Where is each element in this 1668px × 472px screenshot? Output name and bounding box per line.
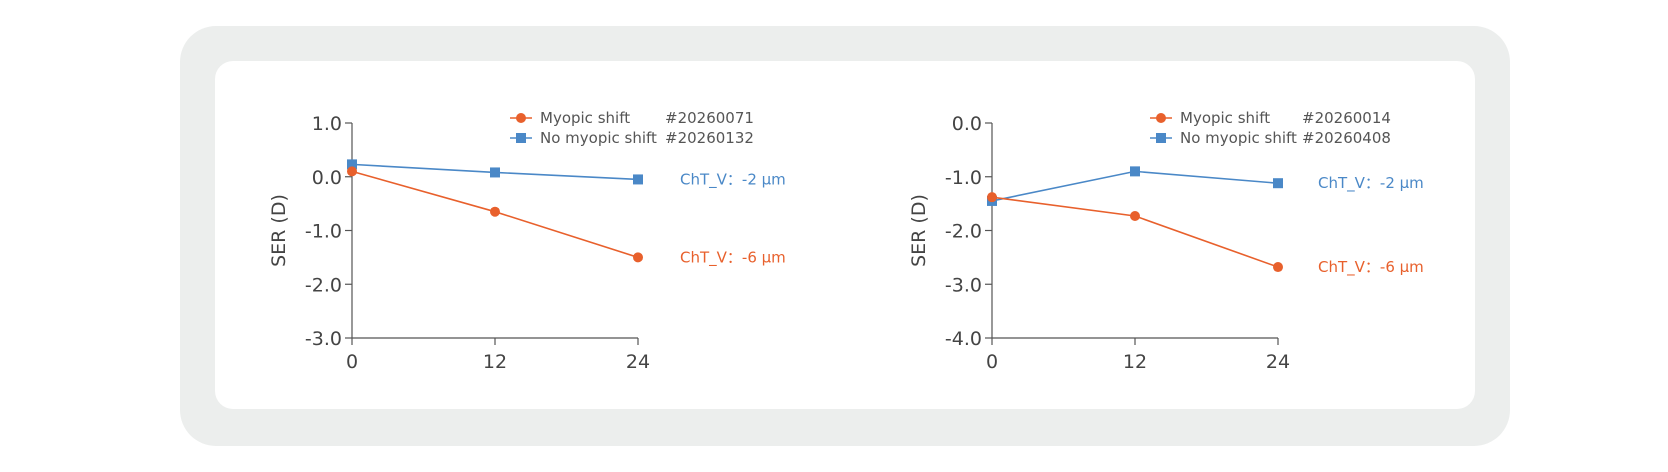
legend-label: Myopic shift [1180,109,1270,127]
legend-label: Myopic shift [540,109,630,127]
y-tick-label: -3.0 [305,328,342,350]
data-point [633,252,643,263]
y-tick-label: -2.0 [945,221,982,243]
y-tick-label: -2.0 [305,274,342,296]
data-point [633,174,643,185]
x-tick-label: 12 [483,351,507,373]
x-tick-label: 12 [1123,351,1147,373]
y-tick-label: -4.0 [945,328,982,350]
legend-marker [1156,133,1166,143]
x-tick-label: 0 [986,351,998,373]
data-point [1130,210,1140,221]
x-tick-label: 24 [626,351,650,373]
series-line [991,196,1279,268]
legend-marker [1156,113,1166,123]
x-tick-label: 24 [1266,351,1290,373]
series-annotation: ChT_V：-6 μm [680,248,786,267]
legend-label: No myopic shift [1180,129,1297,147]
legend-id: #20260408 [1302,129,1391,147]
data-point [490,206,500,217]
data-point [490,167,500,178]
series-annotation: ChT_V：-2 μm [1318,174,1424,193]
y-tick-label: -1.0 [945,167,982,189]
legend-id: #20260014 [1302,109,1391,127]
inner-card [215,61,1475,409]
y-tick-label: 0.0 [312,167,342,189]
series-annotation: ChT_V：-6 μm [1318,258,1424,277]
data-point [1273,178,1283,189]
legend-id: #20260071 [665,109,754,127]
data-point [1130,166,1140,177]
series-annotation: ChT_V：-2 μm [680,170,786,189]
y-tick-label: -3.0 [945,274,982,296]
data-point [1273,262,1283,273]
data-point [347,166,357,177]
y-axis-label: SER (D) [908,194,930,267]
legend-label: No myopic shift [540,129,657,147]
legend-marker [516,113,526,123]
x-tick-label: 0 [346,351,358,373]
y-tick-label: 0.0 [952,113,982,135]
y-tick-label: -1.0 [305,221,342,243]
legend-marker [516,133,526,143]
data-point [347,159,357,170]
y-axis-label: SER (D) [268,194,290,267]
legend-id: #20260132 [665,129,754,147]
data-point [987,192,997,203]
y-tick-label: 1.0 [312,113,342,135]
